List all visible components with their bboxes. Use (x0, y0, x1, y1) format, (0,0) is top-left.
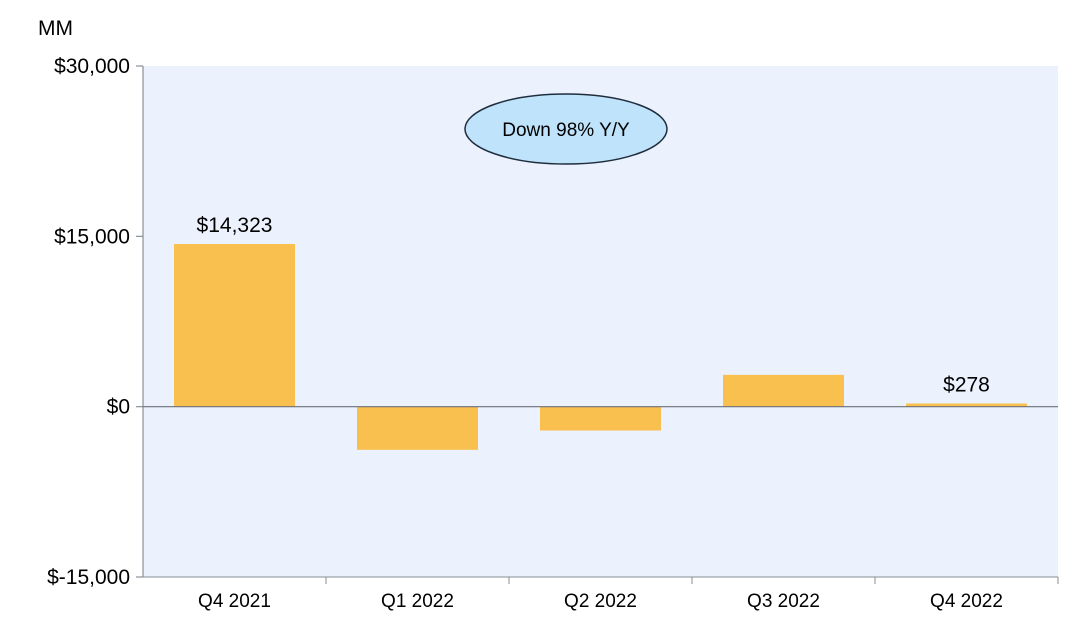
x-tick-label: Q1 2022 (381, 591, 454, 612)
y-axis: $30,000 $15,000 $0 $-15,000 (47, 55, 143, 589)
y-tick-label: $0 (107, 396, 130, 419)
y-tick-label: $30,000 (54, 55, 130, 78)
y-tick-label: $-15,000 (47, 566, 130, 589)
callout-ellipse (464, 93, 668, 165)
x-tick-label: Q4 2022 (930, 591, 1003, 612)
x-tick-label: Q3 2022 (747, 591, 820, 612)
bar (357, 406, 478, 450)
bar (540, 406, 661, 431)
bars (174, 244, 1027, 450)
bar (174, 244, 295, 407)
data-labels: $14,323 $278 (197, 214, 990, 396)
x-tick-label: Q4 2021 (198, 591, 271, 612)
annotation-text: Down 98% Y/Y (502, 120, 630, 141)
data-label: $278 (943, 374, 990, 397)
annotation-callout: Down 98% Y/Y (464, 93, 668, 165)
data-label: $14,323 (197, 214, 273, 237)
y-tick-label: $15,000 (54, 225, 130, 248)
unit-label: MM (38, 17, 73, 40)
bar (723, 374, 844, 407)
x-axis: Q4 2021 Q1 2022 Q2 2022 Q3 2022 Q4 2022 (198, 577, 1059, 612)
bar (906, 403, 1027, 407)
x-tick-label: Q2 2022 (564, 591, 637, 612)
